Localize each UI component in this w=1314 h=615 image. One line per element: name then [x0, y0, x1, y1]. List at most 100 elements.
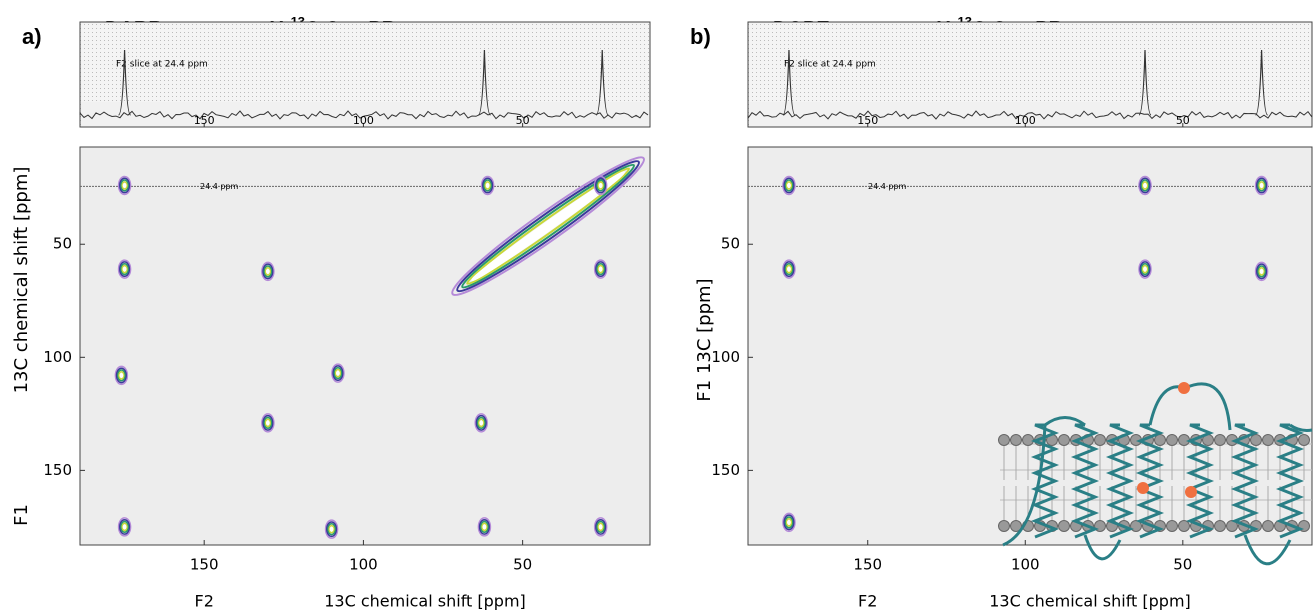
- peak-ring: [1140, 179, 1150, 192]
- slice-peak: [782, 49, 796, 116]
- peak-ring: [261, 413, 275, 433]
- peak-ring: [1259, 182, 1264, 188]
- peak: [117, 259, 132, 279]
- peak-ring: [1140, 262, 1150, 276]
- peak-ring: [119, 372, 124, 378]
- lipid-head: [1298, 434, 1310, 446]
- peak-ring: [122, 182, 127, 188]
- peak-ring: [1254, 175, 1269, 196]
- x-tick-label: 150: [190, 556, 219, 574]
- cysteine-dot: [1137, 482, 1149, 494]
- peak-ring: [328, 524, 335, 534]
- peak-ring: [262, 414, 274, 431]
- slice-x-tick-label: 50: [1176, 114, 1190, 127]
- slice-line-label: 24.4 ppm: [868, 182, 907, 191]
- y-tick-label: 150: [711, 461, 740, 479]
- peak-ring: [782, 175, 796, 196]
- lipid-head: [1166, 434, 1178, 446]
- lipid-head: [1214, 434, 1226, 446]
- peak-ring: [597, 264, 604, 274]
- diagonal-ring: [456, 160, 640, 293]
- peak-ring: [787, 182, 791, 188]
- slice-x-tick-label: 100: [353, 114, 374, 127]
- slice-baseline: [747, 110, 1313, 120]
- peak: [477, 517, 492, 537]
- peak-ring: [474, 413, 488, 433]
- peak-ring: [121, 264, 128, 274]
- y-tick-label: 100: [43, 348, 72, 366]
- peak-ring: [784, 179, 794, 192]
- y-tick-label: 100: [711, 348, 740, 366]
- peak-ring: [593, 259, 608, 279]
- peak-ring: [115, 367, 127, 384]
- peak: [324, 519, 339, 539]
- helix: [1275, 423, 1305, 539]
- y-tick-label: 50: [721, 235, 740, 253]
- peak-ring: [1143, 182, 1147, 188]
- lipid-head: [1226, 520, 1238, 532]
- slice-x-tick-label: 150: [857, 114, 878, 127]
- lipid-head: [1010, 520, 1022, 532]
- peak-ring: [332, 365, 344, 382]
- peak-ring: [1138, 259, 1152, 279]
- peak-ring: [119, 177, 131, 194]
- peak: [331, 363, 345, 383]
- peak-ring: [117, 369, 126, 382]
- lipid-head: [998, 520, 1010, 532]
- lipid-head: [1250, 434, 1262, 446]
- peak-ring: [476, 416, 486, 430]
- peak: [1254, 261, 1269, 282]
- slice-x-tick-label: 150: [194, 114, 215, 127]
- peak-ring: [1258, 181, 1265, 190]
- peak-ring: [480, 520, 489, 534]
- peak-ring: [598, 182, 603, 188]
- peak-ring: [596, 520, 605, 534]
- peak-ring: [117, 175, 132, 196]
- slice-line-label: 24.4 ppm: [200, 182, 239, 191]
- slice-x-tick-label: 50: [516, 114, 530, 127]
- peak-ring: [324, 519, 339, 539]
- peak-ring: [595, 177, 607, 194]
- peak: [261, 413, 275, 433]
- peak-ring: [1141, 181, 1149, 190]
- slice-peak: [595, 49, 609, 116]
- peak-ring: [597, 522, 604, 532]
- peak-ring: [482, 177, 494, 194]
- diagonal: [451, 156, 645, 296]
- plot-frame: [747, 146, 1313, 546]
- peak-ring: [785, 518, 793, 527]
- peak-ring: [785, 181, 793, 190]
- peak-ring: [484, 181, 491, 190]
- peak: [474, 413, 488, 433]
- peak-ring: [333, 366, 343, 380]
- slice-peak: [477, 49, 492, 116]
- peak-ring: [784, 516, 794, 529]
- peak: [1138, 175, 1152, 196]
- peak-ring: [117, 517, 132, 537]
- peak-ring: [329, 526, 334, 532]
- peak-ring: [119, 518, 131, 535]
- peak-ring: [1141, 264, 1149, 274]
- peak-ring: [120, 262, 129, 276]
- membrane-illustration: [998, 382, 1313, 566]
- peak: [1254, 175, 1269, 196]
- helix: [1185, 423, 1215, 539]
- peak: [593, 517, 608, 537]
- peak-ring: [326, 521, 338, 538]
- peak-ring: [482, 524, 487, 530]
- peak-ring: [262, 263, 274, 280]
- peak-ring: [593, 517, 608, 537]
- peak-ring: [485, 182, 490, 188]
- peak-ring: [120, 520, 129, 534]
- y-axis-label: 13C chemical shift [ppm]: [11, 167, 32, 394]
- peak-ring: [784, 262, 794, 276]
- y-axis-label: F1 13C [ppm]: [694, 278, 715, 401]
- peak-ring: [598, 524, 603, 530]
- peak-ring: [787, 519, 791, 525]
- peak-ring: [264, 418, 272, 428]
- lipid-head: [1262, 434, 1274, 446]
- peak-ring: [782, 259, 796, 279]
- peak: [117, 175, 132, 196]
- peak-ring: [122, 266, 127, 272]
- y-axis-label-bottom: F1: [11, 504, 32, 526]
